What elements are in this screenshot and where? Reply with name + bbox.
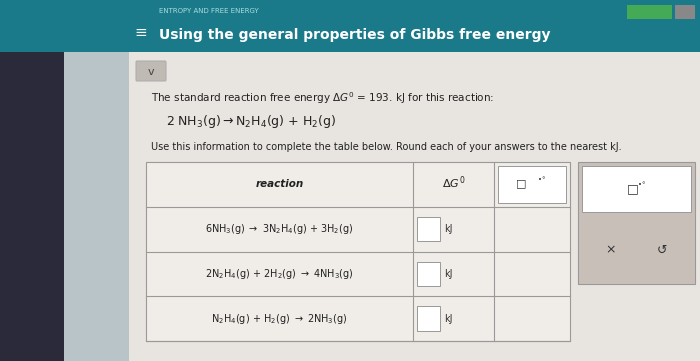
Text: •°: •° [538,177,546,183]
Text: 2N$_2$H$_4$(g) + 2H$_2$(g) $\rightarrow$ 4NH$_3$(g): 2N$_2$H$_4$(g) + 2H$_2$(g) $\rightarrow$… [205,267,354,281]
Text: kJ: kJ [444,224,452,234]
Text: ENTROPY AND FREE ENERGY: ENTROPY AND FREE ENERGY [159,8,259,14]
Bar [129,52,700,361]
Text: ↺: ↺ [657,243,668,256]
Bar [498,166,566,203]
Text: $\Delta G^0$: $\Delta G^0$ [442,174,465,191]
Bar [417,306,440,331]
Text: •°: •° [638,182,645,188]
Text: Use this information to complete the table below. Round each of your answers to : Use this information to complete the tab… [151,142,622,152]
Text: kJ: kJ [444,269,452,279]
Bar [417,217,440,242]
Text: reaction: reaction [256,179,304,190]
Text: The standard reaction free energy $\Delta G^0$ = 193. kJ for this reaction:: The standard reaction free energy $\Delt… [151,90,494,106]
Bar [578,162,695,284]
Polygon shape [0,0,700,52]
Bar [675,5,695,19]
FancyBboxPatch shape [136,61,166,81]
Text: Using the general properties of Gibbs free energy: Using the general properties of Gibbs fr… [159,29,550,42]
Polygon shape [0,0,129,361]
Polygon shape [64,0,129,361]
Bar [582,166,691,212]
Bar [417,262,440,286]
Text: 6NH$_3$(g) $\rightarrow$ 3N$_2$H$_4$(g) + 3H$_2$(g): 6NH$_3$(g) $\rightarrow$ 3N$_2$H$_4$(g) … [205,222,354,236]
Text: □: □ [517,178,527,188]
Text: N$_2$H$_4$(g) + H$_2$(g) $\rightarrow$ 2NH$_3$(g): N$_2$H$_4$(g) + H$_2$(g) $\rightarrow$ 2… [211,312,348,326]
Polygon shape [129,0,700,52]
Bar [146,162,570,341]
Text: □: □ [626,183,638,196]
Text: kJ: kJ [444,314,452,323]
Text: 2 NH$_3$(g)$\rightarrow$N$_2$H$_4$(g) + H$_2$(g): 2 NH$_3$(g)$\rightarrow$N$_2$H$_4$(g) + … [166,113,336,130]
Text: ×: × [606,243,616,256]
Bar [627,5,672,19]
Text: ≡: ≡ [134,25,148,40]
Text: v: v [148,67,154,77]
